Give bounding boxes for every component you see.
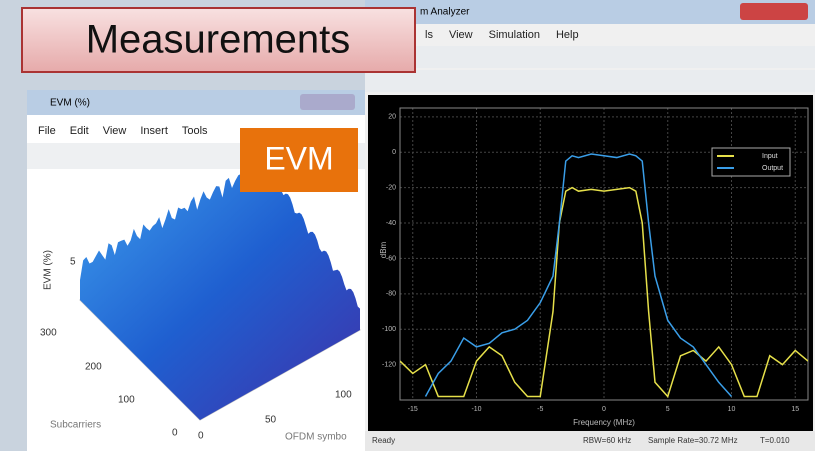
x-label: OFDM symbo (285, 432, 347, 443)
legend-label: Input (762, 153, 778, 160)
window-title: EVM (%) (50, 98, 90, 109)
x-tick: 50 (265, 415, 277, 426)
x-tick-label: 5 (666, 406, 670, 413)
y-tick: 200 (85, 362, 102, 373)
menu-item[interactable]: View (103, 125, 127, 137)
x-tick-label: 15 (791, 406, 799, 413)
status-text: T=0.010 (760, 436, 790, 445)
toolbar (365, 46, 815, 68)
legend-label: Output (762, 165, 783, 172)
window-title: m Analyzer (420, 7, 470, 18)
status-text: Ready (372, 436, 395, 445)
y-tick-label: -120 (382, 361, 396, 368)
x-axis-label: Frequency (MHz) (573, 418, 635, 427)
x-tick-label: 0 (602, 406, 606, 413)
callout-text: EVM (264, 140, 333, 176)
y-tick-label: -20 (386, 184, 396, 191)
y-axis-label: dBm (379, 241, 388, 258)
x-tick-label: -10 (471, 406, 481, 413)
y-tick-label: -80 (386, 291, 396, 298)
menu-item[interactable]: File (38, 125, 56, 137)
y-label: Subcarriers (50, 420, 101, 431)
y-tick: 300 (40, 328, 57, 339)
menu-item[interactable]: Insert (140, 125, 168, 137)
x-tick-label: -15 (408, 406, 418, 413)
x-tick: 0 (198, 431, 204, 442)
y-tick: 0 (172, 428, 178, 439)
status-text: Sample Rate=30.72 MHz (648, 436, 738, 445)
window-controls[interactable] (740, 3, 808, 20)
screen: m Analyzer ls View Simulation Help Ready RBW… (0, 0, 815, 451)
y-tick-label: 0 (392, 149, 396, 156)
menu-bar: ls View Simulation Help (425, 29, 579, 41)
x-tick: 100 (335, 390, 352, 401)
callout-text: Measurements (86, 18, 351, 62)
menu-item[interactable]: Simulation (489, 29, 540, 41)
x-tick-label: -5 (537, 406, 543, 413)
menu-item[interactable]: View (449, 29, 473, 41)
z-label: EVM (%) (43, 250, 54, 290)
z-tick: 5 (70, 257, 76, 268)
status-text: RBW=60 kHz (583, 436, 631, 445)
x-tick-label: 10 (728, 406, 736, 413)
toolbar (365, 70, 815, 92)
menu-item[interactable]: Edit (70, 125, 89, 137)
y-tick: 100 (118, 395, 135, 406)
y-tick-label: 20 (388, 114, 396, 121)
menu-item[interactable]: ls (425, 29, 433, 41)
window-controls[interactable] (300, 94, 355, 110)
y-tick-label: -100 (382, 326, 396, 333)
y-tick-label: -40 (386, 220, 396, 227)
menu-item[interactable]: Help (556, 29, 579, 41)
menu-item[interactable]: Tools (182, 125, 208, 137)
